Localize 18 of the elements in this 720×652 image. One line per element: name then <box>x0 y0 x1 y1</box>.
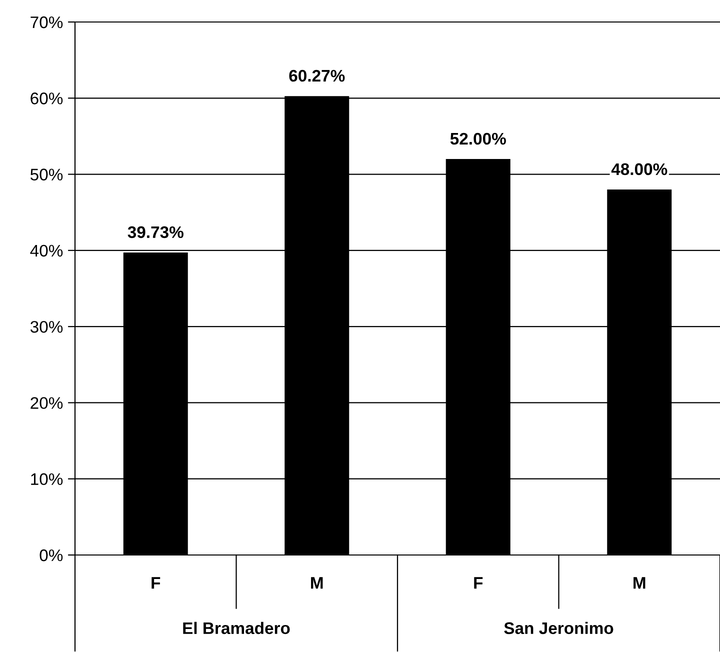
data-label: 48.00% <box>611 163 668 176</box>
y-tick-label: 20% <box>30 397 63 409</box>
y-tick-label: 30% <box>30 320 63 333</box>
text: San Jeronimo <box>504 622 614 634</box>
x-tick-label: M <box>634 577 646 589</box>
y-tick-label: 60% <box>30 92 63 104</box>
y-tick-label: 10% <box>31 473 63 486</box>
x-tick-label: F <box>474 577 483 589</box>
x-tick-label: F <box>152 577 160 589</box>
x-tick-label: M <box>311 577 323 589</box>
y-tick-label: 70% <box>30 16 63 28</box>
data-label: 39.73% <box>128 226 184 238</box>
y-tick-label: 50% <box>30 168 63 180</box>
data-label: 52.00% <box>450 132 506 145</box>
y-tick-label: 0% <box>40 549 63 562</box>
y-tick-label: 40% <box>30 244 63 257</box>
text: El Bramadero <box>183 622 290 634</box>
data-label: 60.27% <box>289 70 345 82</box>
